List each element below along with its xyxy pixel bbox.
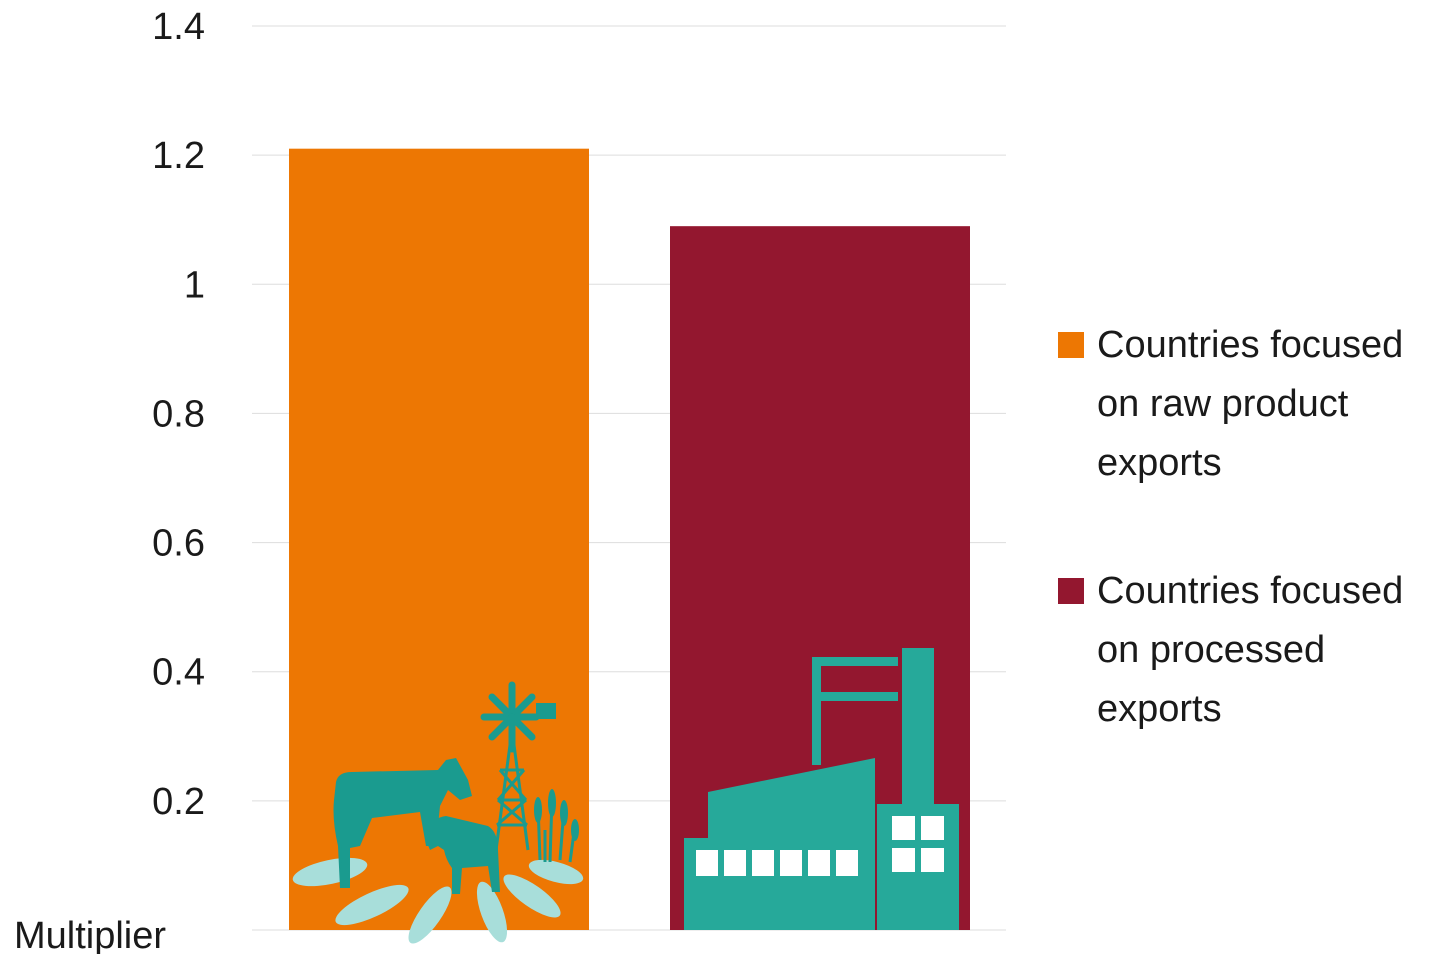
y-tick-label: 1: [184, 264, 205, 306]
y-tick-label: 0.8: [152, 393, 205, 435]
y-axis-label: Multiplier: [14, 915, 166, 954]
y-tick-label: 1.4: [152, 6, 205, 48]
y-tick-label: 0.4: [152, 652, 205, 694]
factory-icon: [684, 648, 959, 930]
farm-icon: [292, 681, 584, 944]
legend-label-processed-line1: Countries focused: [1097, 570, 1403, 612]
y-tick-label: 0.2: [152, 781, 205, 823]
legend-label-processed-line2: on processed: [1097, 629, 1325, 671]
y-tick-label: 0.6: [152, 523, 205, 565]
legend-swatch-raw: [1058, 332, 1084, 358]
legend-item-processed: Countries focused on processed exports: [1058, 570, 1403, 730]
legend-label-raw-line3: exports: [1097, 442, 1222, 484]
legend-label-raw-line1: Countries focused: [1097, 324, 1403, 366]
legend-label-raw-line2: on raw product: [1097, 383, 1349, 425]
y-axis-ticks: 1.4 1.2 1 0.8 0.6 0.4 0.2: [152, 6, 205, 823]
legend-item-raw: Countries focused on raw product exports: [1058, 324, 1403, 484]
y-tick-label: 1.2: [152, 135, 205, 177]
legend-label-processed-line3: exports: [1097, 688, 1222, 730]
legend-swatch-processed: [1058, 578, 1084, 604]
legend: Countries focused on raw product exports…: [1058, 324, 1403, 730]
